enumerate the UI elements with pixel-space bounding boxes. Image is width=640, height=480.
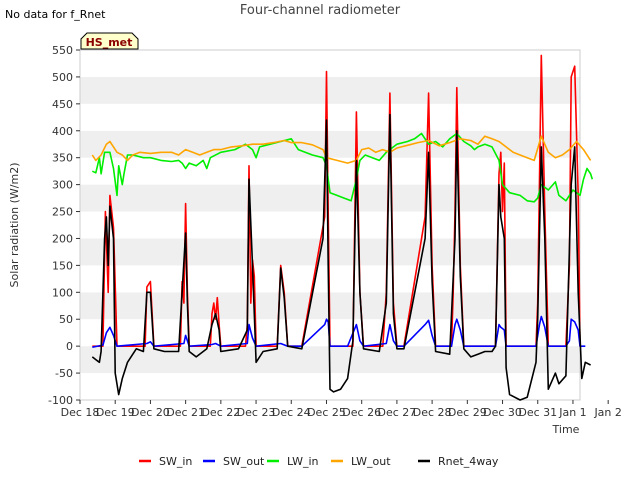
legend: SW_in SW_out LW_in LW_out Rnet_4way <box>139 455 499 468</box>
plot-band <box>80 50 580 77</box>
x-tick-label: Dec 31 <box>518 406 557 419</box>
x-tick-label: Dec 20 <box>131 406 170 419</box>
x-axis-label: Time <box>552 423 580 436</box>
y-tick-label: 150 <box>52 259 73 272</box>
x-tick-label: Dec 19 <box>96 406 135 419</box>
series-line-lw_out <box>91 135 592 164</box>
legend-label-lw_out: LW_out <box>351 455 391 468</box>
x-tick-label: Dec 29 <box>448 406 487 419</box>
y-tick-label: 500 <box>52 71 73 84</box>
series-layer <box>91 54 594 401</box>
legend-label-rnet_4way: Rnet_4way <box>438 455 499 468</box>
x-tick-label: Dec 23 <box>237 406 276 419</box>
y-tick-label: 100 <box>52 286 73 299</box>
x-tick-label: Dec 27 <box>378 406 417 419</box>
y-tick-label: 550 <box>52 44 73 57</box>
x-tick-label: Jan 2 <box>593 406 621 419</box>
series-line-rnet_4way <box>91 113 591 401</box>
x-tick-label: Dec 30 <box>483 406 522 419</box>
y-tick-label: 200 <box>52 232 73 245</box>
y-tick-label: 250 <box>52 206 73 219</box>
y-tick-label: 450 <box>52 98 73 111</box>
plot-band <box>80 76 580 104</box>
x-tick-label: Dec 26 <box>342 406 381 419</box>
y-tick-label: -100 <box>48 394 73 407</box>
y-tick-label: -50 <box>55 367 73 380</box>
no-data-note: No data for f_Rnet <box>5 8 106 21</box>
x-tick-label: Jan 1 <box>558 406 586 419</box>
site-badge: HS_met <box>80 32 139 50</box>
y-tick-label: 300 <box>52 179 73 192</box>
y-tick-label: 400 <box>52 125 73 138</box>
plot-band <box>80 103 580 131</box>
x-tick-label: Dec 22 <box>201 406 240 419</box>
y-tick-label: 50 <box>59 313 73 326</box>
x-tick-label: Dec 25 <box>307 406 346 419</box>
site-badge-label: HS_met <box>86 36 133 49</box>
x-tick-label: Dec 18 <box>61 406 100 419</box>
series-line-lw_in <box>91 132 594 203</box>
y-tick-label: 350 <box>52 152 73 165</box>
x-tick-label: Dec 24 <box>272 406 311 419</box>
y-axis-label: Solar radiation (W/m2) <box>8 162 21 287</box>
x-tick-label: Dec 21 <box>166 406 205 419</box>
plot-band <box>80 157 580 185</box>
y-axis: -100 -50 0 50 100 150 200 250 300 350 400 450 500 550 <box>48 44 80 407</box>
plot-band <box>80 211 580 239</box>
x-tick-label: Dec 28 <box>413 406 452 419</box>
legend-label-lw_in: LW_in <box>287 455 319 468</box>
legend-label-sw_out: SW_out <box>223 455 265 468</box>
plot-area <box>79 49 581 401</box>
plot-band <box>80 130 580 158</box>
chart-title: Four-channel radiometer <box>239 3 401 18</box>
y-tick-label: 0 <box>66 340 73 353</box>
legend-label-sw_in: SW_in <box>159 455 192 468</box>
